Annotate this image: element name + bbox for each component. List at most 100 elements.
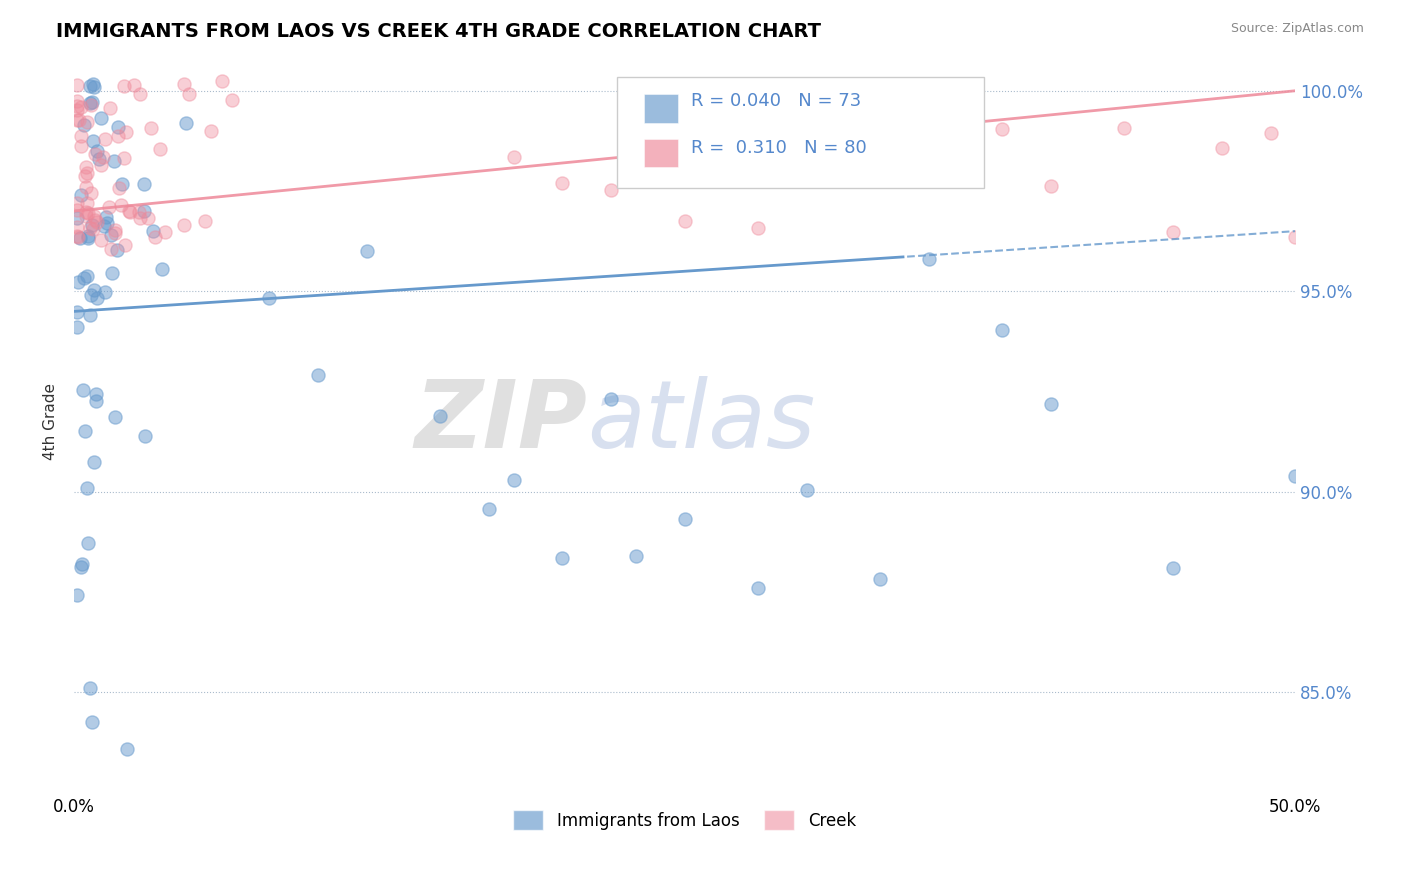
Bar bbox=[644, 139, 679, 167]
Point bbox=[124, 78, 146, 92]
Point bbox=[98, 200, 121, 214]
Point bbox=[94, 285, 117, 300]
Point bbox=[259, 291, 281, 305]
Point bbox=[82, 95, 104, 109]
Point bbox=[65, 113, 87, 128]
Text: atlas: atlas bbox=[586, 376, 815, 467]
Point bbox=[65, 588, 87, 602]
Point bbox=[79, 78, 101, 93]
Point bbox=[84, 213, 107, 227]
Point bbox=[869, 572, 891, 586]
Point bbox=[67, 113, 90, 128]
Point bbox=[75, 160, 97, 174]
Point bbox=[77, 205, 100, 219]
Point bbox=[991, 322, 1014, 336]
Point bbox=[76, 115, 98, 129]
Point bbox=[115, 125, 138, 139]
Point bbox=[128, 205, 150, 219]
Point bbox=[114, 238, 136, 252]
Point bbox=[120, 205, 142, 219]
Point bbox=[110, 198, 132, 212]
Text: IMMIGRANTS FROM LAOS VS CREEK 4TH GRADE CORRELATION CHART: IMMIGRANTS FROM LAOS VS CREEK 4TH GRADE … bbox=[56, 22, 821, 41]
Point bbox=[551, 551, 574, 566]
Point bbox=[173, 78, 195, 92]
Point bbox=[478, 502, 501, 516]
Point bbox=[70, 188, 93, 202]
Point bbox=[84, 387, 107, 401]
Point bbox=[128, 87, 150, 101]
Legend: Immigrants from Laos, Creek: Immigrants from Laos, Creek bbox=[506, 804, 862, 837]
Point bbox=[76, 268, 98, 283]
Point bbox=[673, 512, 696, 526]
Point bbox=[76, 535, 98, 549]
Point bbox=[75, 209, 97, 223]
Point bbox=[76, 231, 98, 245]
Point bbox=[112, 151, 135, 165]
Point bbox=[82, 77, 104, 91]
Point bbox=[111, 177, 134, 191]
Point bbox=[65, 304, 87, 318]
Point bbox=[150, 261, 173, 276]
Point bbox=[77, 228, 100, 243]
Point bbox=[869, 128, 891, 142]
Point bbox=[69, 128, 91, 143]
Point bbox=[90, 233, 112, 247]
Point bbox=[79, 95, 101, 110]
Point bbox=[65, 319, 87, 334]
Point bbox=[134, 429, 156, 443]
Text: Source: ZipAtlas.com: Source: ZipAtlas.com bbox=[1230, 22, 1364, 36]
Point bbox=[83, 210, 105, 224]
Point bbox=[82, 222, 104, 236]
Point bbox=[107, 128, 129, 143]
Point bbox=[66, 203, 89, 218]
Point bbox=[194, 214, 217, 228]
Y-axis label: 4th Grade: 4th Grade bbox=[44, 384, 58, 460]
Point bbox=[73, 118, 96, 132]
Point bbox=[96, 210, 118, 224]
Point bbox=[65, 229, 87, 244]
Point bbox=[1039, 179, 1062, 194]
Point bbox=[104, 223, 127, 237]
Point bbox=[796, 151, 818, 165]
Point bbox=[502, 150, 524, 164]
Point bbox=[75, 425, 97, 439]
Point bbox=[84, 394, 107, 409]
Point bbox=[747, 221, 769, 235]
Point bbox=[107, 120, 129, 134]
Point bbox=[83, 455, 105, 469]
Point bbox=[67, 275, 90, 289]
Point bbox=[66, 98, 89, 112]
Point bbox=[80, 288, 103, 302]
Bar bbox=[644, 95, 679, 123]
Point bbox=[72, 383, 94, 397]
Point bbox=[83, 80, 105, 95]
Point bbox=[141, 224, 163, 238]
Point bbox=[143, 230, 166, 244]
Point bbox=[105, 244, 128, 258]
Point bbox=[502, 474, 524, 488]
Point bbox=[117, 742, 139, 756]
Point bbox=[112, 78, 135, 93]
Point bbox=[1211, 141, 1233, 155]
Point bbox=[72, 270, 94, 285]
Point bbox=[1112, 120, 1135, 135]
Point bbox=[103, 153, 125, 168]
Point bbox=[73, 169, 96, 183]
Point bbox=[174, 116, 197, 130]
Point bbox=[87, 152, 110, 166]
Point bbox=[153, 225, 176, 239]
Point bbox=[83, 283, 105, 297]
Point bbox=[139, 121, 162, 136]
Point bbox=[991, 122, 1014, 136]
Point bbox=[76, 481, 98, 495]
Point bbox=[91, 150, 114, 164]
Point bbox=[100, 266, 122, 280]
Point bbox=[96, 216, 118, 230]
Point bbox=[132, 204, 155, 219]
Point bbox=[80, 186, 103, 200]
Text: R =  0.310   N = 80: R = 0.310 N = 80 bbox=[690, 139, 866, 157]
Point bbox=[86, 214, 108, 228]
Point bbox=[624, 549, 647, 563]
Point bbox=[747, 581, 769, 595]
Point bbox=[1161, 225, 1184, 239]
